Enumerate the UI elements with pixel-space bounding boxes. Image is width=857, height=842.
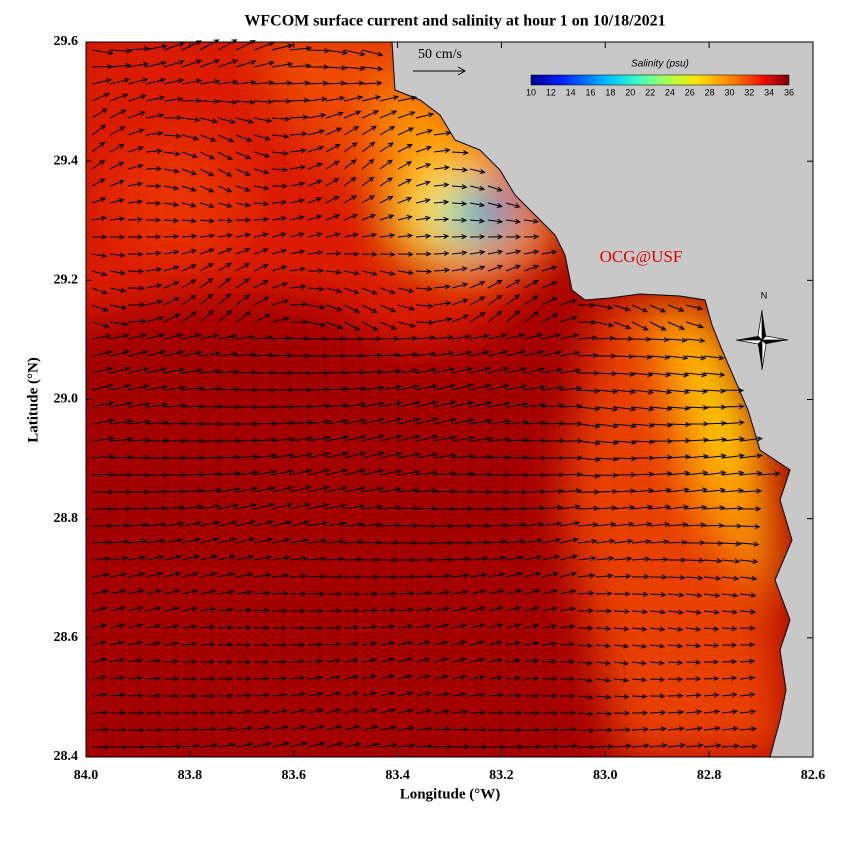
scale-label: 50 cm/s [418,47,462,62]
colorbar-tick-label: 28 [705,87,715,97]
salinity-shading [86,42,790,757]
y-tick-label: 29.0 [54,392,79,407]
x-tick-label: 84.0 [74,768,99,783]
colorbar-tick-label: 10 [526,87,536,97]
colorbar-tick-label: 36 [784,87,794,97]
y-tick-label: 28.4 [54,749,79,764]
watermark: OCG@USF [600,247,683,266]
x-tick-label: 83.8 [178,768,203,783]
colorbar-tick-label: 34 [764,87,774,97]
colorbar-tick-label: 32 [744,87,754,97]
x-axis-title: Longitude (°W) [400,786,501,802]
scale-arrow [413,66,467,76]
y-tick-label: 29.6 [54,34,79,49]
colorbar-tick-label: 20 [625,87,635,97]
colorbar-tick-label: 26 [685,87,695,97]
map-title: WFCOM surface current and salinity at ho… [244,13,665,30]
colorbar-tick-label: 22 [645,87,655,97]
colorbar-tick-label: 12 [546,87,556,97]
y-tick-label: 29.2 [54,273,79,288]
colorbar-tick-label: 16 [586,87,596,97]
colorbar-tick-label: 24 [665,87,675,97]
colorbar [530,74,790,86]
y-tick-label: 28.8 [54,511,79,526]
y-tick-label: 28.6 [54,630,79,645]
x-tick-label: 82.6 [801,768,826,783]
y-axis-title: Latitude (°N) [25,357,41,443]
compass [735,309,789,371]
x-tick-label: 83.6 [281,768,306,783]
x-tick-label: 83.4 [385,768,410,783]
north-label: N [761,290,768,300]
x-tick-label: 82.8 [697,768,722,783]
land [391,41,814,758]
x-tick-label: 83.0 [593,768,618,783]
y-tick-label: 29.4 [54,153,79,168]
colorbar-tick-label: 30 [724,87,734,97]
current-vectors [91,39,781,750]
colorbar-title: Salinity (psu) [631,59,689,70]
colorbar-tick-label: 14 [566,87,576,97]
x-tick-label: 83.2 [489,768,514,783]
colorbar-tick-label: 18 [605,87,615,97]
